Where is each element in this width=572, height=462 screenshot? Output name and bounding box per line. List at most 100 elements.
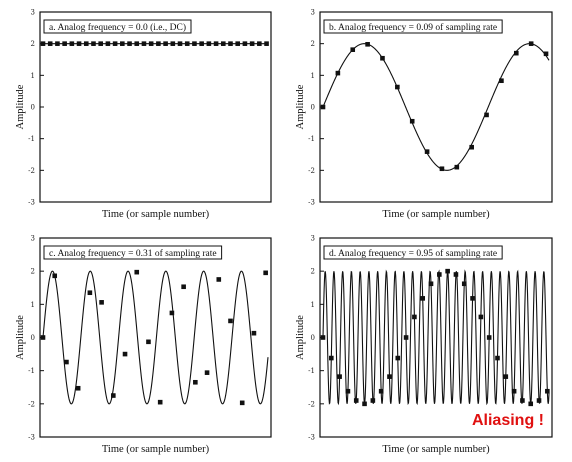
y-tick-label: 3 xyxy=(31,235,35,243)
sample-point xyxy=(412,314,417,320)
title-box xyxy=(323,19,503,34)
plot-area xyxy=(319,11,553,203)
sample-point xyxy=(141,41,147,46)
sample-point xyxy=(536,398,542,403)
sample-point xyxy=(127,41,132,46)
y-tick-label: 1 xyxy=(31,72,35,80)
sample-point xyxy=(513,50,519,56)
sample-point xyxy=(257,41,262,46)
sample-point xyxy=(370,398,376,403)
y-tick-label: -1 xyxy=(28,135,35,143)
y-tick-label: 2 xyxy=(31,268,35,276)
sample-point xyxy=(499,78,504,84)
sample-point xyxy=(345,388,351,394)
y-tick-label: -1 xyxy=(28,367,35,375)
sample-point xyxy=(99,300,104,305)
sample-point xyxy=(228,318,233,324)
sample-point xyxy=(216,277,222,282)
sample-point xyxy=(76,41,82,46)
sample-point xyxy=(484,112,489,118)
panel-d: 3 2 1 0 -1 -2 -3 Amplitude Time (or sample numbe… xyxy=(295,235,553,455)
panel-title-text: c. Analog frequency = 0.31 of sampling r… xyxy=(49,248,217,259)
sample-point xyxy=(329,355,334,361)
plot-area xyxy=(39,237,272,438)
sample-point xyxy=(428,281,434,287)
sample-point xyxy=(439,166,445,172)
plot-area xyxy=(319,237,553,438)
sample-point xyxy=(169,310,175,316)
y-tick-label: 0 xyxy=(311,334,315,342)
title-box xyxy=(323,245,503,260)
sample-point xyxy=(486,335,492,340)
sample-point xyxy=(511,388,517,394)
y-tick-label: -2 xyxy=(308,400,315,408)
sample-point xyxy=(320,104,326,110)
y-tick-label: -3 xyxy=(308,199,315,207)
sample-point xyxy=(235,41,241,46)
sample-point xyxy=(424,149,430,154)
y-tick-label: -3 xyxy=(28,199,35,207)
y-tick-label: 3 xyxy=(311,235,315,243)
y-tick-label: -3 xyxy=(308,434,315,442)
y-axis-label: Amplitude xyxy=(295,315,306,360)
y-tick-label: 2 xyxy=(311,268,315,276)
panel-b: 3 2 1 0 -1 -2 -3 Amplitude Time (or sample numbe… xyxy=(295,9,553,220)
analog-signal-line xyxy=(322,43,550,171)
sample-point xyxy=(134,41,140,46)
sample-point xyxy=(353,398,359,403)
panel-title: a. Analog frequency = 0.0 (i.e., DC) xyxy=(43,19,192,34)
sample-point xyxy=(478,314,484,320)
sample-point xyxy=(239,400,245,406)
sample-point xyxy=(112,41,118,46)
panel-title-text: a. Analog frequency = 0.0 (i.e., DC) xyxy=(49,22,186,33)
sample-point xyxy=(543,51,549,57)
sample-point xyxy=(445,268,450,274)
y-tick-label: -1 xyxy=(308,135,315,143)
sample-point xyxy=(437,272,442,277)
sample-point xyxy=(545,388,550,394)
sample-point xyxy=(55,41,60,46)
panel-title: d. Analog frequency = 0.95 of sampling r… xyxy=(323,245,503,260)
x-axis-label: Time (or sample number) xyxy=(382,444,490,455)
y-tick-label: 0 xyxy=(31,334,35,342)
sample-point xyxy=(453,272,459,277)
sample-point xyxy=(62,41,67,46)
y-tick-label: -2 xyxy=(308,167,315,175)
sample-point xyxy=(228,41,233,46)
sample-point xyxy=(264,41,269,46)
sample-point xyxy=(320,335,326,340)
sample-point xyxy=(242,41,248,46)
y-tick-label: 3 xyxy=(311,9,315,17)
sample-point xyxy=(520,398,525,403)
sample-point xyxy=(192,41,197,46)
sample-point xyxy=(181,284,186,290)
sample-point xyxy=(111,393,116,398)
sample-point xyxy=(91,41,96,46)
sample-point xyxy=(220,41,226,46)
sample-point xyxy=(163,41,168,46)
x-axis-label: Time (or sample number) xyxy=(382,209,490,220)
y-tick-label: 0 xyxy=(31,104,35,112)
sample-point xyxy=(170,41,176,46)
sample-point xyxy=(380,55,385,61)
title-box xyxy=(43,19,192,34)
sample-point xyxy=(199,41,204,46)
analog-signal-line xyxy=(42,270,269,405)
sample-point xyxy=(87,290,93,296)
sample-point xyxy=(146,339,151,345)
y-tick-label: 2 xyxy=(31,40,35,48)
sample-point xyxy=(378,388,384,394)
sample-point xyxy=(528,41,534,46)
sample-point xyxy=(75,385,81,391)
sample-point xyxy=(495,355,500,361)
sample-point xyxy=(213,41,219,46)
panel-title: c. Analog frequency = 0.31 of sampling r… xyxy=(43,245,223,260)
y-tick-label: 1 xyxy=(311,72,315,80)
sample-point xyxy=(52,273,58,279)
y-tick-label: -1 xyxy=(308,367,315,375)
sample-point xyxy=(122,351,128,357)
sample-point xyxy=(263,270,268,276)
y-tick-label: -2 xyxy=(28,167,35,175)
sample-point xyxy=(249,41,255,46)
y-tick-label: 3 xyxy=(31,9,35,17)
